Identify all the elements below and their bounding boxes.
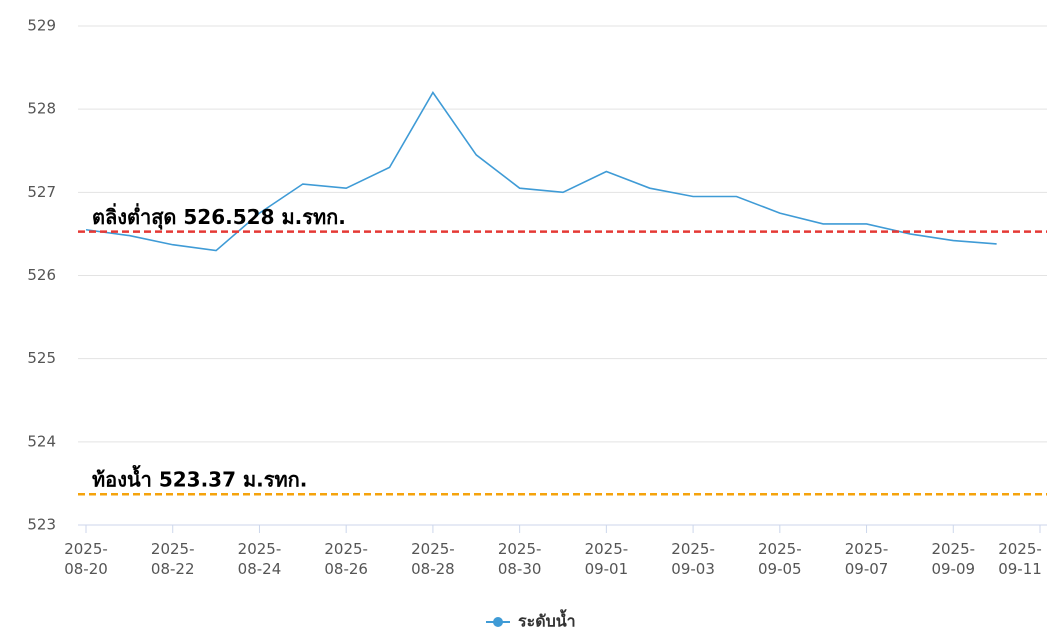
x-tick-label: 2025- 09-09 — [931, 540, 975, 578]
x-tick-label-part: 2025- — [411, 540, 455, 558]
y-tick-label: 526 — [27, 266, 56, 284]
x-tick-label: 2025- 08-20 — [64, 540, 108, 578]
x-tick-label: 2025- 08-26 — [324, 540, 368, 578]
x-tick-label-part: 08-24 — [238, 560, 282, 578]
x-tick-label: 2025- 08-24 — [238, 540, 282, 578]
reference-label: ตลิ่งต่ำสุด 526.528 ม.รทก. — [92, 202, 346, 230]
x-tick-label-part: 2025- — [845, 540, 889, 558]
x-tick-label-part: 08-22 — [151, 560, 195, 578]
x-tick-label-part: 09-01 — [585, 560, 629, 578]
y-tick-label: 527 — [27, 183, 56, 201]
y-tick-label: 523 — [27, 516, 56, 534]
x-tick-label-part: 08-28 — [411, 560, 455, 578]
x-tick-label: 2025- 09-03 — [671, 540, 715, 578]
x-tick-label-part: 09-03 — [671, 560, 715, 578]
x-tick-label-part: 2025- — [238, 540, 282, 558]
y-tick-label: 529 — [27, 17, 56, 35]
x-tick-label: 2025- 09-07 — [845, 540, 889, 578]
x-tick-label-part: 08-26 — [324, 560, 368, 578]
x-tick-label-part: 2025- — [998, 540, 1042, 558]
legend-label: ระดับน้ำ — [518, 609, 576, 631]
x-tick-label-part: 2025- — [498, 540, 542, 558]
x-tick-label: 2025- 09-01 — [585, 540, 629, 578]
x-tick-label: 2025- 08-22 — [151, 540, 195, 578]
x-tick-label-part: 2025- — [931, 540, 975, 558]
x-tick-label-part: 08-20 — [64, 560, 108, 578]
x-tick-label: 2025- 09-05 — [758, 540, 802, 578]
x-tick-label-part: 2025- — [585, 540, 629, 558]
reference-label: ท้องน้ำ 523.37 ม.รทก. — [92, 465, 307, 492]
y-tick-label: 528 — [27, 100, 56, 118]
x-tick-label-part: 09-11 — [998, 560, 1042, 578]
x-tick-label-part: 2025- — [151, 540, 195, 558]
x-tick-label-part: 09-05 — [758, 560, 802, 578]
x-tick-label-part: 08-30 — [498, 560, 542, 578]
x-tick-label: 2025- 08-30 — [498, 540, 542, 578]
y-tick-label: 525 — [27, 349, 56, 367]
x-tick-label-part: 09-09 — [931, 560, 975, 578]
y-tick-label: 524 — [27, 432, 56, 450]
x-tick-label: 2025- 09-11 — [998, 540, 1042, 578]
x-tick-label-part: 2025- — [671, 540, 715, 558]
x-tick-label-part: 2025- — [64, 540, 108, 558]
x-tick-label-part: 2025- — [324, 540, 368, 558]
x-tick-label: 2025- 08-28 — [411, 540, 455, 578]
legend-marker — [493, 617, 503, 627]
x-tick-label-part: 2025- — [758, 540, 802, 558]
x-tick-label-part: 09-07 — [845, 560, 889, 578]
